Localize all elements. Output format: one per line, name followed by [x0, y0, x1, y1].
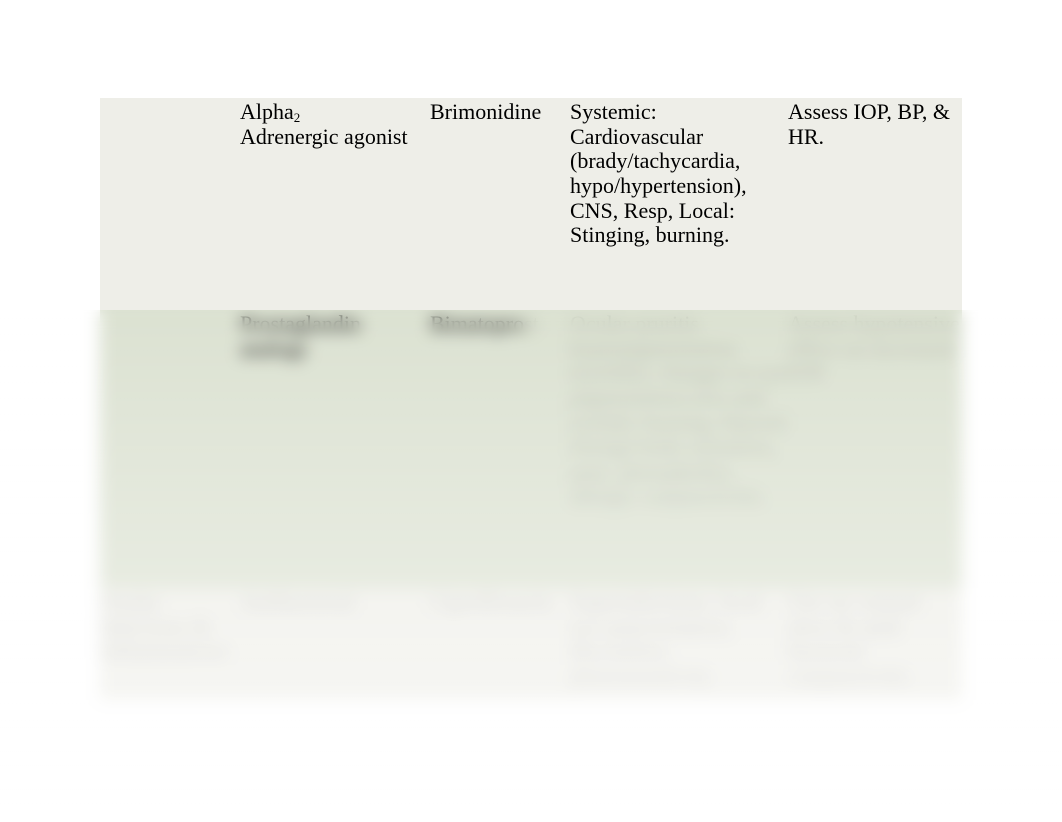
table-row: Prostaglandin analogs Bimatoprost Ocular… — [100, 310, 962, 588]
cell-nursing: Assess IOP, BP, & HR. — [788, 98, 962, 310]
cell-class: Antibacterial — [240, 588, 430, 700]
alpha-text: Alpha — [240, 99, 294, 124]
cell-category: Ocular Infections & Inflammations — [100, 588, 240, 700]
cell-drug: Ciprofloxacin — [430, 588, 570, 700]
table-row: Ocular Infections & Inflammations Antiba… — [100, 588, 962, 700]
class-rest: Adrenergic agonist — [240, 124, 408, 149]
cell-class: Prostaglandin analogs — [240, 310, 430, 588]
cell-drug: Bimatoprost — [430, 310, 570, 588]
cell-nursing: Use on corneal ulcer & mild bacterial co… — [788, 588, 962, 700]
cell-effects: Ocular pruritis hyperpigmentation (eyeli… — [570, 310, 788, 588]
cell-class: Alpha2 Adrenergic agonist — [240, 98, 430, 310]
cell-nursing: Assess hypotensive effect on increased I… — [788, 310, 962, 588]
cell-drug: Brimonidine — [430, 98, 570, 310]
subscript-2: 2 — [294, 110, 301, 125]
table-row: Alpha2 Adrenergic agonist Brimonidine Sy… — [100, 98, 962, 310]
cell-category — [100, 98, 240, 310]
medication-table: Alpha2 Adrenergic agonist Brimonidine Sy… — [100, 98, 962, 700]
cell-effects: Superinfections, local eye pain/irritati… — [570, 588, 788, 700]
cell-category — [100, 310, 240, 588]
cell-effects: Systemic: Cardiovascular (brady/tachycar… — [570, 98, 788, 310]
